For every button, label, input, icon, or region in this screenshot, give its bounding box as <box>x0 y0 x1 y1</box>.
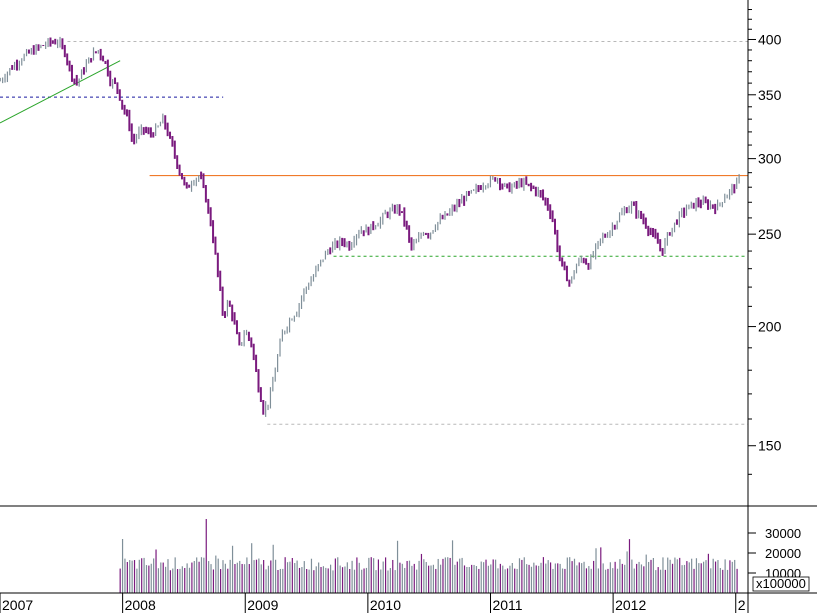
reference-lines <box>0 41 748 425</box>
volume-multiplier-box <box>752 576 810 592</box>
volume-tick-label: 30000 <box>765 526 801 541</box>
volume-bars <box>119 519 738 593</box>
price-bars <box>0 36 740 417</box>
price-tick-label: 350 <box>758 87 782 103</box>
year-tick-label: 2008 <box>125 597 156 613</box>
price-tick-label: 300 <box>758 151 782 167</box>
trend-line <box>0 60 121 124</box>
price-tick-label: 250 <box>758 226 782 242</box>
price-tick-label: 150 <box>758 438 782 454</box>
year-tick-label: 2009 <box>247 597 278 613</box>
year-tick-label: 2007 <box>2 597 33 613</box>
price-axis: 150 200 250 300 350 400 <box>748 9 782 475</box>
year-tick-label: 2012 <box>615 597 646 613</box>
volume-tick-label: 20000 <box>765 546 801 561</box>
year-tick-label: 2011 <box>492 597 522 613</box>
year-tick-label: 2010 <box>370 597 401 613</box>
year-tick-label: 2 <box>738 597 746 613</box>
price-tick-label: 200 <box>758 319 782 335</box>
volume-multiplier-label: x100000 <box>756 576 806 591</box>
time-axis: 2007 2008 2009 2010 2011 2012 2 <box>0 593 746 613</box>
price-tick-label: 400 <box>758 31 782 47</box>
